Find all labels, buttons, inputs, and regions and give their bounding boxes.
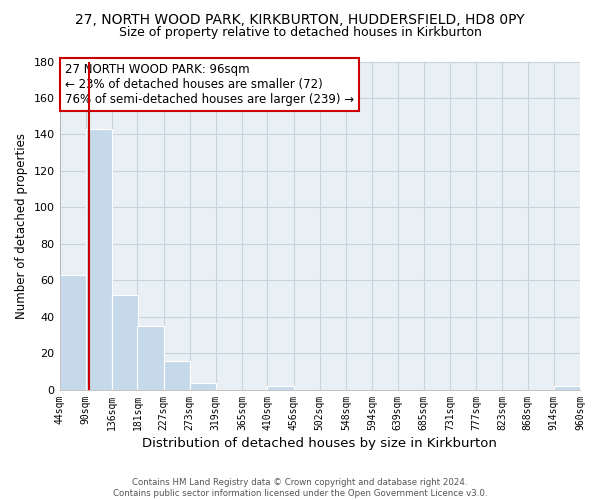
X-axis label: Distribution of detached houses by size in Kirkburton: Distribution of detached houses by size … [142, 437, 497, 450]
Text: 27 NORTH WOOD PARK: 96sqm
← 23% of detached houses are smaller (72)
76% of semi-: 27 NORTH WOOD PARK: 96sqm ← 23% of detac… [65, 63, 354, 106]
Bar [554, 386, 580, 390]
Bar [268, 386, 293, 390]
Bar [112, 295, 138, 390]
Bar [164, 360, 190, 390]
Bar [86, 129, 112, 390]
Bar [59, 275, 86, 390]
Bar [190, 382, 216, 390]
Text: Contains HM Land Registry data © Crown copyright and database right 2024.
Contai: Contains HM Land Registry data © Crown c… [113, 478, 487, 498]
Text: 27, NORTH WOOD PARK, KIRKBURTON, HUDDERSFIELD, HD8 0PY: 27, NORTH WOOD PARK, KIRKBURTON, HUDDERS… [75, 12, 525, 26]
Y-axis label: Number of detached properties: Number of detached properties [15, 132, 28, 318]
Text: Size of property relative to detached houses in Kirkburton: Size of property relative to detached ho… [119, 26, 481, 39]
Bar [137, 326, 164, 390]
